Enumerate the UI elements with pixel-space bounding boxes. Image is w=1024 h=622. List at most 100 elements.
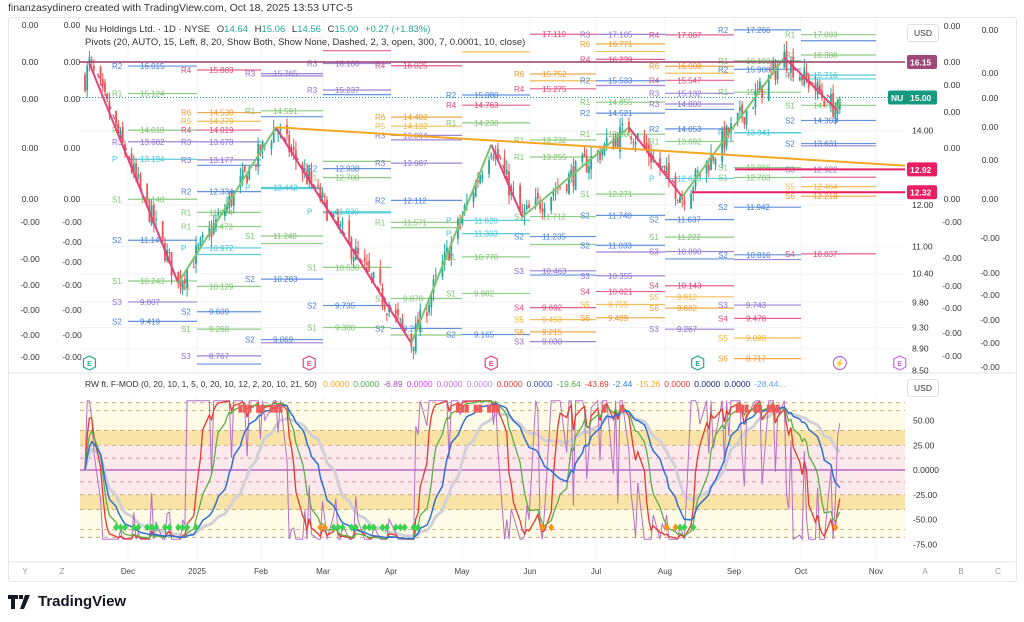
oscillator-upper-band xyxy=(80,430,905,446)
pivot-level-label: R2 xyxy=(580,109,591,118)
overlay-scale-label: -0.00 xyxy=(20,254,40,264)
candle-body xyxy=(121,126,124,142)
candle-body xyxy=(767,74,770,101)
indicator-currency-button[interactable]: USD xyxy=(907,379,939,397)
signal-diamond xyxy=(317,523,324,532)
pivot-level-label: R1 xyxy=(112,90,123,99)
candle-body xyxy=(741,104,744,118)
signal-diamond xyxy=(832,523,839,532)
overbought-marker xyxy=(455,404,460,413)
pivot-level-value: 10.463 xyxy=(542,267,567,276)
pivot-level-label: R1 xyxy=(375,218,386,227)
pivot-level-label: S1 xyxy=(446,289,456,298)
oscillator-value: 0.0000 xyxy=(724,379,751,389)
oscillator-value: -6.89 xyxy=(383,379,403,389)
overlay-scale-label: -0.00 xyxy=(942,303,962,313)
pivot-level-value: 14.521 xyxy=(608,109,633,118)
candle-body xyxy=(787,73,790,75)
candle-body xyxy=(568,173,570,194)
pivot-level-value: 9.878 xyxy=(403,294,424,303)
pivot-level-value: 12.271 xyxy=(608,190,633,199)
candle-body xyxy=(756,88,759,90)
symbol-name[interactable]: Nu Holdings Ltd. · 1D · NYSE xyxy=(85,24,211,35)
currency-button[interactable]: USD xyxy=(907,24,939,42)
pivot-level-label: S4 xyxy=(580,288,590,297)
candle-body xyxy=(92,65,95,70)
overbought-marker xyxy=(464,404,469,413)
pivot-level-label: S2 xyxy=(718,251,728,260)
trendline xyxy=(275,126,906,167)
candle-body xyxy=(743,116,746,124)
candle-body xyxy=(536,192,539,199)
signal-diamond xyxy=(193,523,199,532)
signal-diamond xyxy=(153,523,160,532)
candle-body xyxy=(570,169,573,176)
candle-body xyxy=(539,200,541,210)
pivot-level-label: R4 xyxy=(580,55,591,64)
pivot-level-value: 9.478 xyxy=(746,314,767,323)
candle-body xyxy=(492,157,495,160)
candle-body xyxy=(84,74,86,91)
pivot-level-label: R1 xyxy=(446,119,457,128)
candle-body xyxy=(366,262,368,265)
pivot-level-value: 17.266 xyxy=(746,26,771,35)
pivots-indicator-legend[interactable]: Pivots (20, AUTO, 15, Left, 8, 20, Show … xyxy=(85,37,526,48)
candle-body xyxy=(705,160,708,174)
earnings-icon-letter: E xyxy=(695,361,700,368)
overbought-marker xyxy=(491,404,496,413)
candle-body xyxy=(186,268,189,288)
candle-body xyxy=(512,188,515,190)
earnings-icon xyxy=(893,355,907,371)
pivot-level-value: 17.110 xyxy=(542,30,566,39)
pivot-level-value: 9.030 xyxy=(542,338,563,347)
pivot-level-label: S6 xyxy=(649,304,659,313)
zigzag-dashed-leg xyxy=(791,67,832,100)
candle-body xyxy=(603,144,606,155)
candle-body xyxy=(497,148,499,161)
pivot-level-value: 12.968 xyxy=(746,164,771,173)
earnings-icon-letter: E xyxy=(87,361,92,368)
oscillator-name[interactable]: RW ft. F-MOD (0, 20, 10, 1, 5, 0, 20, 10… xyxy=(85,379,317,389)
oscillator-value: 0.0000 xyxy=(323,379,350,389)
signal-diamond xyxy=(135,523,142,532)
overlay-scale-label: 0.00 xyxy=(982,68,999,78)
pivot-level-label: S2 xyxy=(580,241,590,250)
pivot-level-label: S3 xyxy=(112,298,122,307)
dividend-icon xyxy=(832,356,847,370)
pivot-level-value: 10.837 xyxy=(813,250,838,259)
oscillator-value: 0.0000 xyxy=(406,379,433,389)
axis-corner-button: A xyxy=(922,567,928,576)
candle-body xyxy=(348,220,351,240)
oscillator-value: 0.0000 xyxy=(496,379,523,389)
pivot-level-value: 16.239 xyxy=(608,55,633,64)
signal-diamond xyxy=(321,523,328,532)
oscillator-value: 0.0000 xyxy=(436,379,463,389)
candle-body xyxy=(339,223,342,227)
pivot-level-value: 10.770 xyxy=(474,253,499,262)
pivot-level-value: 12.112 xyxy=(403,196,427,205)
candle-body xyxy=(534,197,537,207)
pivot-level-value: 9.735 xyxy=(335,301,356,310)
candle-body xyxy=(414,323,417,352)
pivot-level-label: R3 xyxy=(307,86,318,95)
pivot-level-label: R1 xyxy=(718,88,729,97)
candle-body xyxy=(683,199,686,205)
pivot-level-label: P xyxy=(446,216,451,225)
overlay-scale-label: 0.00 xyxy=(944,143,961,153)
candle-body xyxy=(550,197,553,211)
pivot-level-label: R3 xyxy=(649,89,660,98)
pivot-level-value: 8.767 xyxy=(209,352,230,361)
pivot-level-value: 15.080 xyxy=(474,91,499,100)
pivot-level-label: S5 xyxy=(649,293,659,302)
signal-diamond xyxy=(148,523,155,532)
pivot-level-label: P xyxy=(307,208,312,217)
signal-diamond xyxy=(117,523,124,532)
candle-body xyxy=(90,59,93,62)
overlay-scale-label: -0.00 xyxy=(62,237,82,247)
earnings-icon-letter: E xyxy=(897,361,902,368)
overlay-scale-label: 0.00 xyxy=(982,194,999,204)
candle-body xyxy=(621,123,624,126)
candle-body xyxy=(372,272,375,279)
price-axis-label: 11.00 xyxy=(912,242,933,252)
